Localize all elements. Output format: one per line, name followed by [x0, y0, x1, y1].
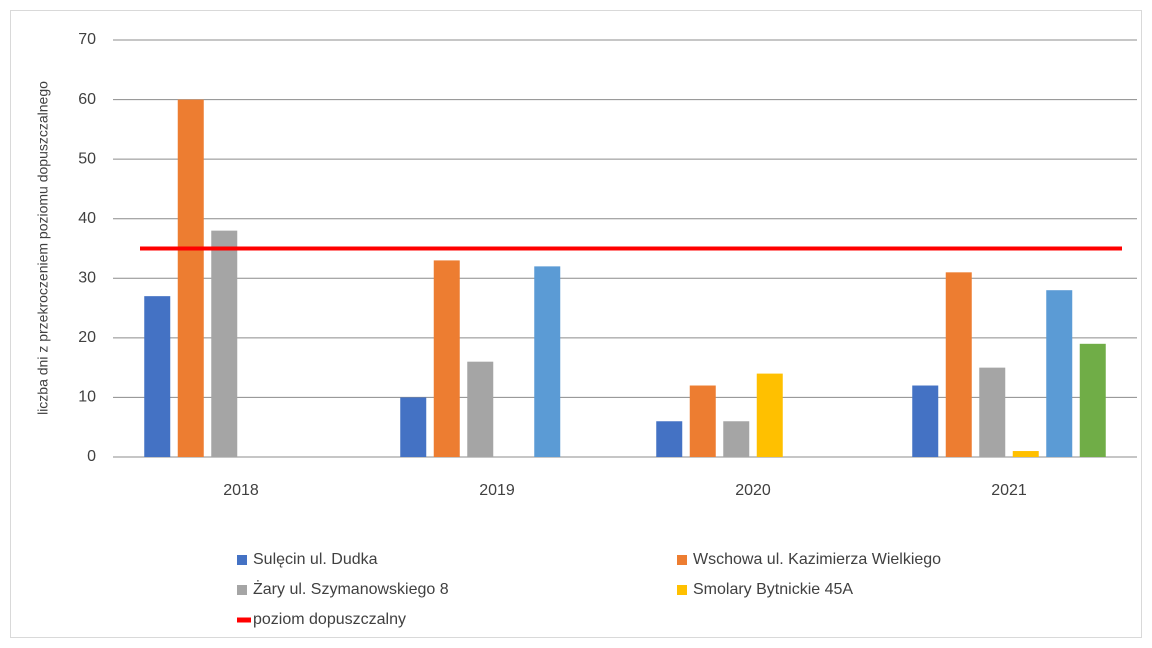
- bar: [534, 266, 561, 457]
- bar: [467, 361, 494, 457]
- bar: [756, 373, 783, 457]
- legend-swatch: [677, 585, 687, 595]
- bar: [689, 385, 716, 457]
- legend-label: Smolary Bytnickie 45A: [693, 581, 853, 598]
- y-tick-label: 70: [78, 31, 96, 48]
- legend-swatch: [237, 617, 251, 623]
- x-tick-label: 2018: [223, 482, 259, 499]
- y-axis-label: liczba dni z przekroczeniem poziomu dopu…: [35, 81, 51, 415]
- legend-label: Żary ul. Szymanowskiego 8: [253, 579, 449, 598]
- legend-label: Wschowa ul. Kazimierza Wielkiego: [693, 551, 941, 568]
- y-tick-label: 10: [78, 389, 96, 406]
- bar: [400, 397, 427, 457]
- y-tick-label: 0: [87, 448, 96, 465]
- y-tick-label: 30: [78, 270, 96, 287]
- x-tick-label: 2020: [735, 482, 771, 499]
- x-tick-label: 2019: [479, 482, 515, 499]
- bar: [912, 385, 939, 457]
- bar: [723, 421, 750, 457]
- bar: [144, 296, 171, 457]
- chart-border: [10, 10, 1142, 638]
- bar: [1079, 343, 1106, 457]
- y-tick-label: 60: [78, 91, 96, 108]
- legend-label: Sulęcin ul. Dudka: [253, 551, 378, 568]
- bar: [1046, 290, 1073, 457]
- legend-swatch: [237, 555, 247, 565]
- x-tick-label: 2021: [991, 482, 1027, 499]
- legend-swatch: [677, 555, 687, 565]
- legend-label: poziom dopuszczalny: [253, 611, 406, 628]
- legend-swatch: [237, 585, 247, 595]
- bar: [945, 272, 972, 457]
- bar: [177, 99, 204, 458]
- y-tick-label: 20: [78, 329, 96, 346]
- bar: [979, 367, 1006, 457]
- bar: [433, 260, 460, 457]
- y-tick-label: 50: [78, 150, 96, 167]
- bar: [211, 230, 238, 457]
- bar: [1012, 451, 1039, 457]
- bar: [656, 421, 683, 457]
- y-tick-label: 40: [78, 210, 96, 227]
